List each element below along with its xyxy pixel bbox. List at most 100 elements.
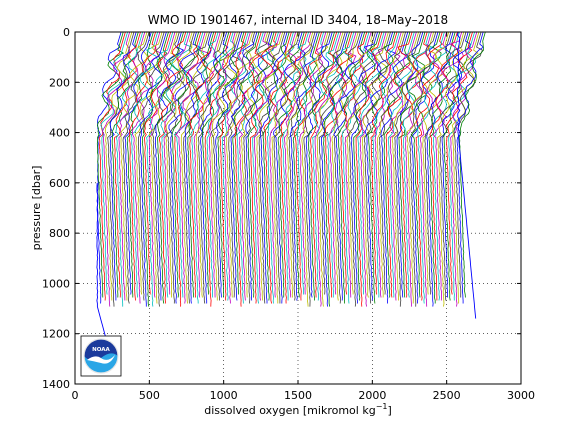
profile-line (101, 31, 131, 307)
profile-line (415, 31, 443, 301)
profile-line (340, 31, 368, 295)
profile-line (410, 31, 442, 298)
profile-line (355, 31, 383, 307)
x-tick-label: 500 (139, 389, 160, 402)
profile-line (406, 31, 437, 304)
profile-line (448, 31, 477, 301)
profile-line (367, 31, 396, 304)
profile-line (333, 31, 365, 301)
profile-line (249, 31, 278, 304)
profile-line (141, 31, 169, 307)
profile-line (195, 31, 223, 298)
profile-line (273, 31, 306, 304)
axis-ticks (74, 31, 522, 385)
profile-line (379, 31, 406, 295)
x-axis-label: dissolved oxygen [mikromol kg−1] (204, 402, 392, 417)
y-tick-label: 400 (49, 127, 70, 140)
profile-line (137, 31, 165, 301)
y-tick-label: 600 (49, 177, 70, 190)
profile-line (293, 31, 323, 301)
profile-line (191, 31, 219, 304)
profile-line (243, 31, 271, 304)
profile-line (234, 31, 262, 307)
profile-line (230, 31, 258, 301)
profile-line (221, 31, 249, 301)
profile-line (429, 31, 458, 301)
profile-line (201, 31, 230, 295)
profile-line (210, 31, 241, 301)
logo-ring (83, 338, 119, 374)
profile-line (232, 31, 260, 295)
profile-line (383, 31, 411, 298)
profile-line (327, 31, 355, 298)
profile-line (307, 31, 338, 301)
profile-line (372, 31, 400, 298)
profile-line (437, 31, 465, 307)
profile-line (391, 31, 419, 301)
profile-line (215, 31, 243, 298)
y-tick-label: 0 (63, 26, 70, 39)
profile-line (134, 31, 163, 295)
profile-line (148, 31, 179, 304)
profile-line (316, 31, 344, 307)
profile-line (422, 31, 450, 295)
profile-line (155, 31, 185, 301)
profile-line (424, 31, 452, 295)
profile-line-last (456, 31, 477, 319)
y-tick-label: 1200 (42, 328, 70, 341)
profile-line (159, 31, 187, 304)
profile-line (385, 31, 413, 298)
profile-line (165, 31, 196, 304)
profile-line (129, 31, 157, 301)
x-tick-label: 1000 (210, 389, 238, 402)
chart-title: WMO ID 1901467, internal ID 3404, 18–May… (148, 13, 448, 27)
profile-line (131, 31, 162, 304)
x-tick-label: 2000 (358, 389, 386, 402)
noaa-logo: NOAA (80, 335, 122, 377)
profile-line (292, 31, 320, 298)
profile-line (237, 31, 270, 301)
profile-line (206, 31, 236, 298)
profile-line (357, 31, 385, 295)
profile-line (109, 31, 137, 301)
x-axis-label-text: dissolved oxygen [mikromol kg (204, 404, 375, 417)
profile-line (399, 31, 430, 298)
y-tick-labels: 0 200 400 600 800 1000 1200 1400 (42, 26, 70, 391)
profile-line (405, 31, 432, 307)
profile-line (279, 31, 307, 304)
profile-line (303, 31, 331, 307)
profile-line (111, 31, 139, 298)
profile-line (174, 31, 202, 307)
profile-line (301, 31, 329, 307)
profile-line (351, 31, 378, 304)
profile-line (143, 31, 172, 295)
profile-line (344, 31, 372, 298)
profile-line (273, 31, 301, 304)
profile-line (389, 31, 417, 301)
profile-line (263, 31, 292, 304)
y-tick-label: 1400 (42, 378, 70, 391)
profile-line (173, 31, 205, 298)
profile-line (441, 31, 471, 298)
profile-line (347, 31, 376, 307)
profile-line (184, 31, 212, 304)
profile-line (299, 31, 327, 295)
profile-line (450, 31, 478, 307)
profile-line (370, 31, 398, 295)
profile-line (283, 31, 312, 298)
profile-line (262, 31, 290, 301)
profile-line (107, 31, 135, 307)
x-tick-label: 1500 (284, 389, 312, 402)
x-tick-labels: 0 500 1000 1500 2000 2500 3000 (72, 389, 536, 402)
profile-line (312, 31, 340, 301)
profile-line (199, 31, 229, 304)
profile-line (139, 31, 167, 307)
profile-line (333, 31, 361, 304)
profile-line (341, 31, 371, 304)
profile-line (180, 31, 208, 304)
profile-line (364, 31, 397, 301)
profile-line (318, 31, 346, 295)
profile-line (208, 31, 236, 298)
profile-line (310, 31, 338, 298)
